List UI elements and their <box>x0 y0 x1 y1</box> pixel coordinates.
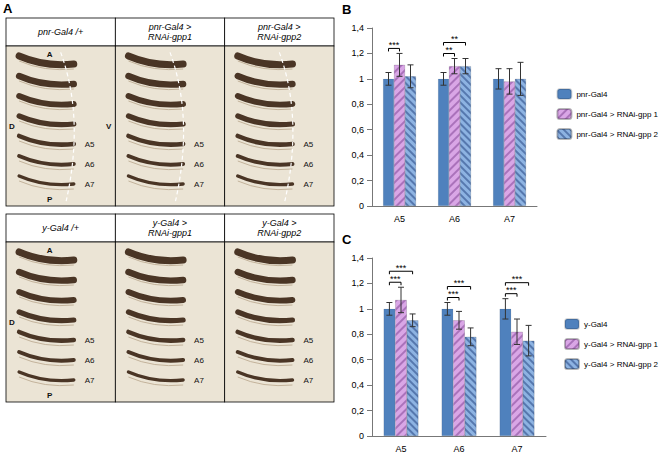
svg-text:***: *** <box>396 263 407 273</box>
svg-text:A6: A6 <box>194 160 204 169</box>
svg-text:A5: A5 <box>194 336 204 345</box>
svg-text:A7: A7 <box>303 376 313 385</box>
svg-text:A7: A7 <box>85 376 95 385</box>
svg-text:A5: A5 <box>85 140 95 149</box>
svg-text:A: A <box>3 1 13 16</box>
svg-text:pnr-Gal4: pnr-Gal4 <box>576 90 608 99</box>
svg-text:B: B <box>342 2 351 17</box>
svg-text:y-Gal4 > RNAi-gpp 2: y-Gal4 > RNAi-gpp 2 <box>584 360 659 369</box>
svg-text:A6: A6 <box>194 356 204 365</box>
svg-text:***: *** <box>389 40 400 50</box>
svg-text:***: *** <box>506 285 517 295</box>
svg-text:pnr-Gal4 >: pnr-Gal4 > <box>148 22 192 32</box>
svg-text:A7: A7 <box>511 444 522 454</box>
svg-text:RNAi-gpp1: RNAi-gpp1 <box>148 228 192 238</box>
svg-text:0,2: 0,2 <box>351 176 364 186</box>
svg-text:1: 1 <box>359 74 364 84</box>
svg-text:pnr-Gal4 > RNAi-gpp 1: pnr-Gal4 > RNAi-gpp 1 <box>576 110 658 119</box>
svg-text:0,8: 0,8 <box>351 329 364 339</box>
svg-text:A7: A7 <box>85 180 95 189</box>
svg-text:y-Gal4 /+: y-Gal4 /+ <box>41 223 79 233</box>
svg-text:**: ** <box>445 45 453 55</box>
svg-text:D: D <box>9 122 15 131</box>
svg-text:pnr-Gal4 > RNAi-gpp 2: pnr-Gal4 > RNAi-gpp 2 <box>576 130 658 139</box>
svg-text:1,2: 1,2 <box>351 48 364 58</box>
svg-text:0: 0 <box>359 201 364 211</box>
svg-text:pnr-Gal4 /+: pnr-Gal4 /+ <box>37 27 83 37</box>
svg-text:0,6: 0,6 <box>351 355 364 365</box>
svg-text:P: P <box>47 391 53 400</box>
svg-text:***: *** <box>454 278 465 288</box>
svg-text:***: *** <box>448 289 459 299</box>
svg-text:RNAi-gpp1: RNAi-gpp1 <box>148 32 192 42</box>
svg-text:A7: A7 <box>303 180 313 189</box>
svg-text:A5: A5 <box>194 140 204 149</box>
svg-text:A5: A5 <box>395 444 406 454</box>
svg-text:A5: A5 <box>303 140 313 149</box>
svg-text:y-Gal4: y-Gal4 <box>584 320 608 329</box>
svg-text:0,2: 0,2 <box>351 406 364 416</box>
svg-text:A6: A6 <box>303 160 313 169</box>
svg-text:1,2: 1,2 <box>351 278 364 288</box>
svg-text:A7: A7 <box>194 376 204 385</box>
svg-text:C: C <box>342 232 352 247</box>
svg-text:***: *** <box>512 274 523 284</box>
svg-text:A5: A5 <box>85 336 95 345</box>
svg-text:y-Gal4 >: y-Gal4 > <box>261 218 296 228</box>
svg-text:pnr-Gal4 >: pnr-Gal4 > <box>257 22 301 32</box>
svg-text:0: 0 <box>359 431 364 441</box>
svg-text:RNAi-gpp2: RNAi-gpp2 <box>257 32 301 42</box>
svg-text:y-Gal4 > RNAi-gpp 1: y-Gal4 > RNAi-gpp 1 <box>584 340 659 349</box>
svg-text:1: 1 <box>359 304 364 314</box>
svg-text:A: A <box>47 246 53 255</box>
svg-text:A6: A6 <box>85 356 95 365</box>
svg-text:RNAi-gpp2: RNAi-gpp2 <box>257 228 301 238</box>
svg-text:0,8: 0,8 <box>351 99 364 109</box>
svg-text:D: D <box>9 318 15 327</box>
svg-text:A6: A6 <box>453 444 464 454</box>
svg-text:1,4: 1,4 <box>351 253 364 263</box>
svg-text:V: V <box>106 122 112 131</box>
svg-text:y-Gal4 >: y-Gal4 > <box>152 218 187 228</box>
svg-text:A6: A6 <box>449 214 460 224</box>
svg-text:A6: A6 <box>85 160 95 169</box>
svg-text:A7: A7 <box>504 214 515 224</box>
svg-text:0,6: 0,6 <box>351 125 364 135</box>
svg-text:***: *** <box>390 274 401 284</box>
svg-text:A5: A5 <box>303 336 313 345</box>
svg-text:1,4: 1,4 <box>351 23 364 33</box>
svg-text:0,4: 0,4 <box>351 380 364 390</box>
svg-text:A7: A7 <box>194 180 204 189</box>
svg-text:A5: A5 <box>394 214 405 224</box>
svg-text:P: P <box>47 195 53 204</box>
svg-text:**: ** <box>451 34 459 44</box>
svg-text:0,4: 0,4 <box>351 150 364 160</box>
svg-text:A6: A6 <box>303 356 313 365</box>
svg-text:A: A <box>47 50 53 59</box>
